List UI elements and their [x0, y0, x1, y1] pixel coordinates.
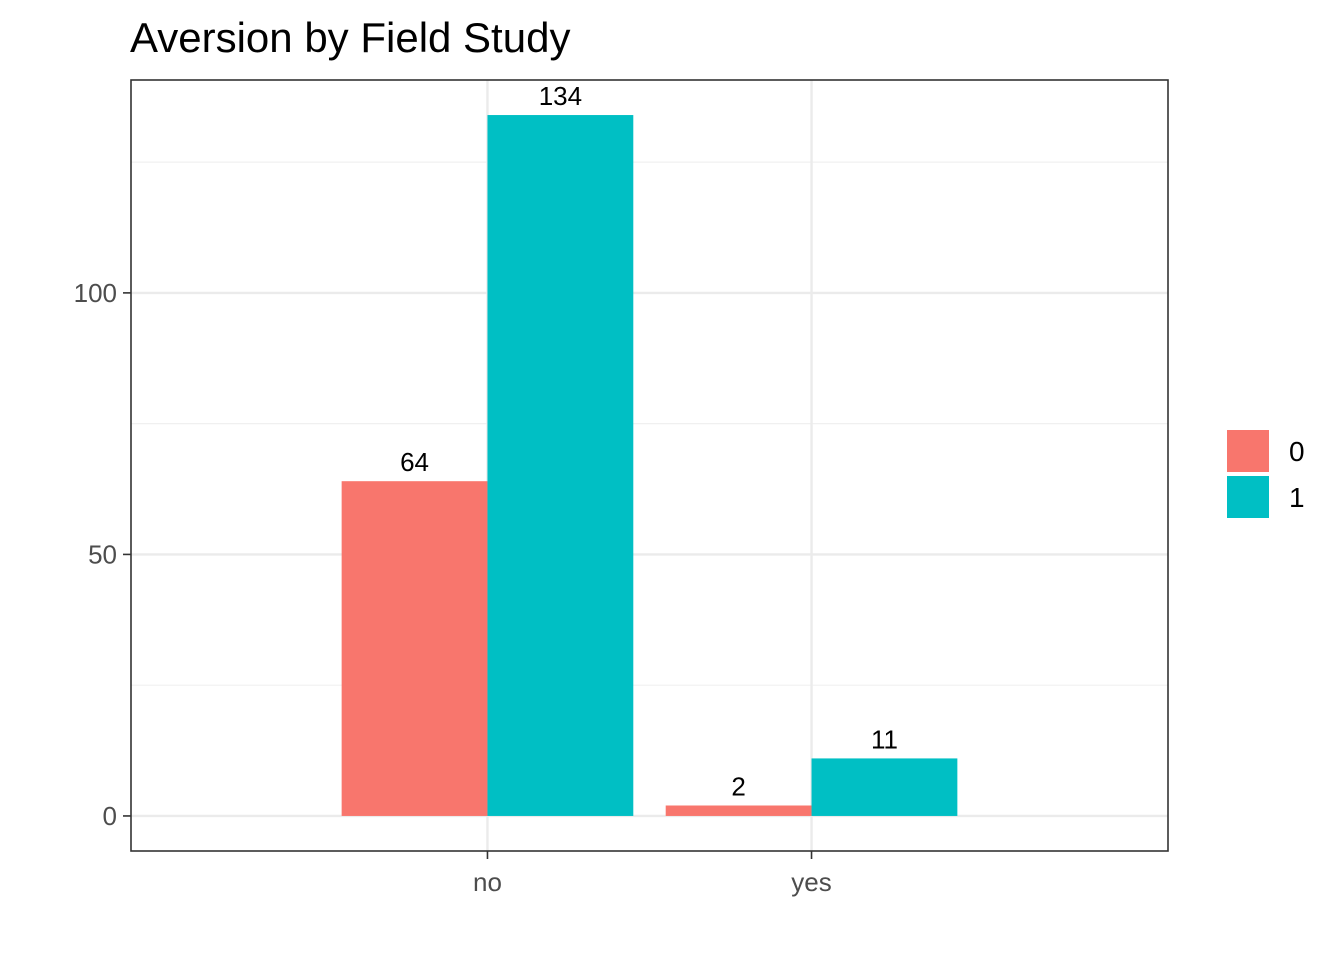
legend-key-0: [1227, 430, 1269, 472]
grid: [131, 80, 1168, 851]
data-label-no-series-1: 134: [539, 81, 582, 111]
bar-no-series-0: [341, 481, 488, 816]
bar-no-series-1: [487, 115, 634, 816]
axes: 0 50 100 no yes: [74, 278, 832, 897]
y-tick-label: 0: [103, 801, 117, 831]
bar-yes-series-1: [811, 758, 958, 816]
plot-panel-border: [130, 79, 1169, 852]
bars: [341, 115, 958, 816]
data-label-yes-series-0: 2: [731, 771, 745, 801]
legend-label-0: 0: [1289, 436, 1305, 467]
x-tick-label: no: [473, 867, 502, 897]
legend-label-1: 1: [1289, 482, 1305, 513]
x-tick-label: yes: [791, 867, 831, 897]
data-label-yes-series-1: 11: [871, 724, 898, 754]
y-tick-label: 100: [74, 278, 117, 308]
legend-key-1: [1227, 476, 1269, 518]
data-label-no-series-0: 64: [400, 447, 429, 477]
chart-title: Aversion by Field Study: [130, 14, 570, 61]
data-labels: 64 134 2 11: [400, 81, 898, 801]
bar-yes-series-0: [665, 805, 812, 816]
y-tick-label: 50: [88, 539, 117, 569]
legend: 01: [1227, 430, 1305, 518]
